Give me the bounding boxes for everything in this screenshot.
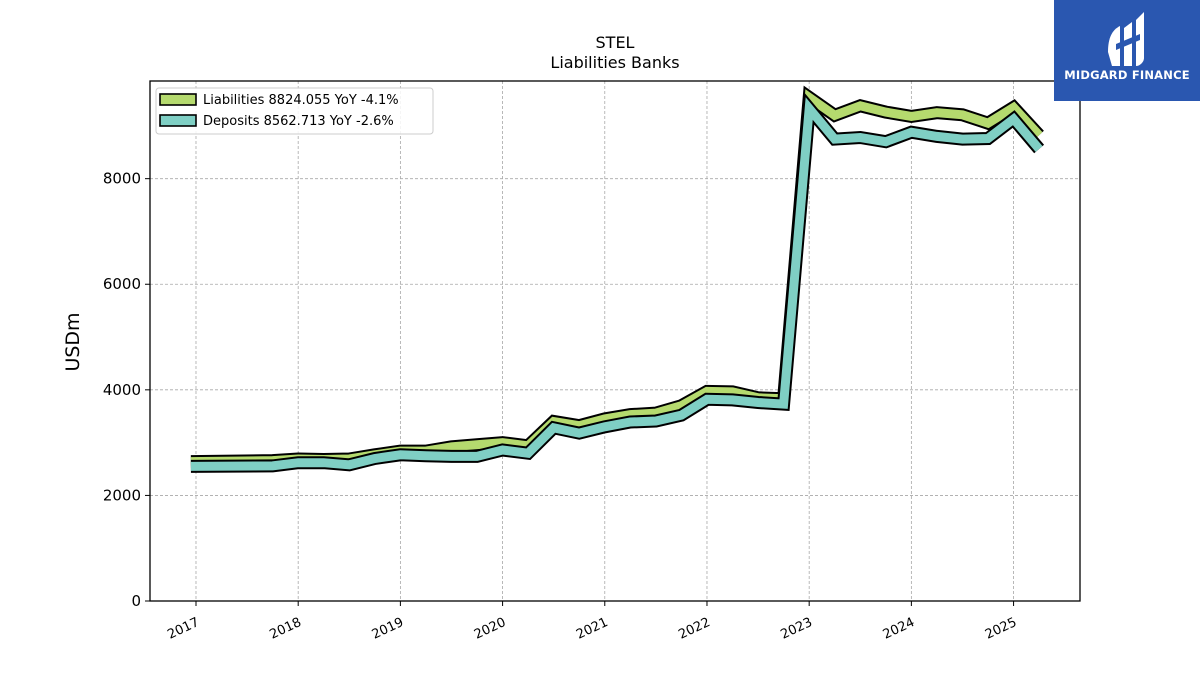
legend-swatch-liabilities	[159, 93, 197, 106]
y-axis: 0 2000 4000 6000 8000	[103, 170, 150, 610]
x-tick-label: 2017	[165, 615, 201, 643]
chart-subtitle: Liabilities Banks	[550, 53, 679, 72]
x-tick-label: 2021	[574, 615, 610, 643]
y-tick-label: 0	[131, 592, 141, 610]
y-tick-label: 4000	[103, 381, 141, 399]
y-tick-label: 6000	[103, 275, 141, 293]
x-tick-label: 2018	[268, 615, 304, 643]
y-axis-label: USDm	[62, 312, 84, 371]
x-tick-label: 2025	[983, 615, 1019, 643]
legend-box	[155, 87, 434, 135]
x-tick-label: 2023	[779, 615, 815, 643]
series-line-liabilities	[190, 89, 1043, 467]
legend-swatch-deposits	[159, 114, 197, 127]
brand-logo: MIDGARD FINANCE	[1054, 0, 1200, 101]
grid	[150, 81, 1080, 602]
legend: Liabilities 8824.055 YoY -4.1% Deposits …	[155, 87, 434, 135]
y-tick-label: 8000	[103, 170, 141, 188]
x-tick-label: 2020	[472, 615, 508, 643]
x-tick-label: 2022	[676, 615, 712, 643]
series-line-deposits	[190, 97, 1043, 471]
x-tick-label: 2019	[370, 615, 406, 643]
series-liabilities	[190, 85, 1044, 469]
midgard-logo-icon	[1108, 12, 1144, 66]
x-tick-label: 2024	[881, 615, 917, 643]
chart-title: STEL	[596, 33, 635, 52]
series-deposits	[190, 92, 1045, 473]
x-axis: 2017 2018 2019 2020 2021 2022 2023 2024 2025	[165, 601, 1019, 643]
plot-frame	[149, 80, 1081, 602]
y-tick-label: 2000	[103, 486, 141, 504]
legend-entry-liabilities: Liabilities 8824.055 YoY -4.1%	[203, 93, 399, 108]
brand-name: MIDGARD FINANCE	[1064, 68, 1190, 82]
series-outline-liabilities	[190, 85, 1044, 469]
legend-entry-deposits: Deposits 8562.713 YoY -2.6%	[203, 114, 394, 129]
series-layer	[190, 85, 1045, 473]
